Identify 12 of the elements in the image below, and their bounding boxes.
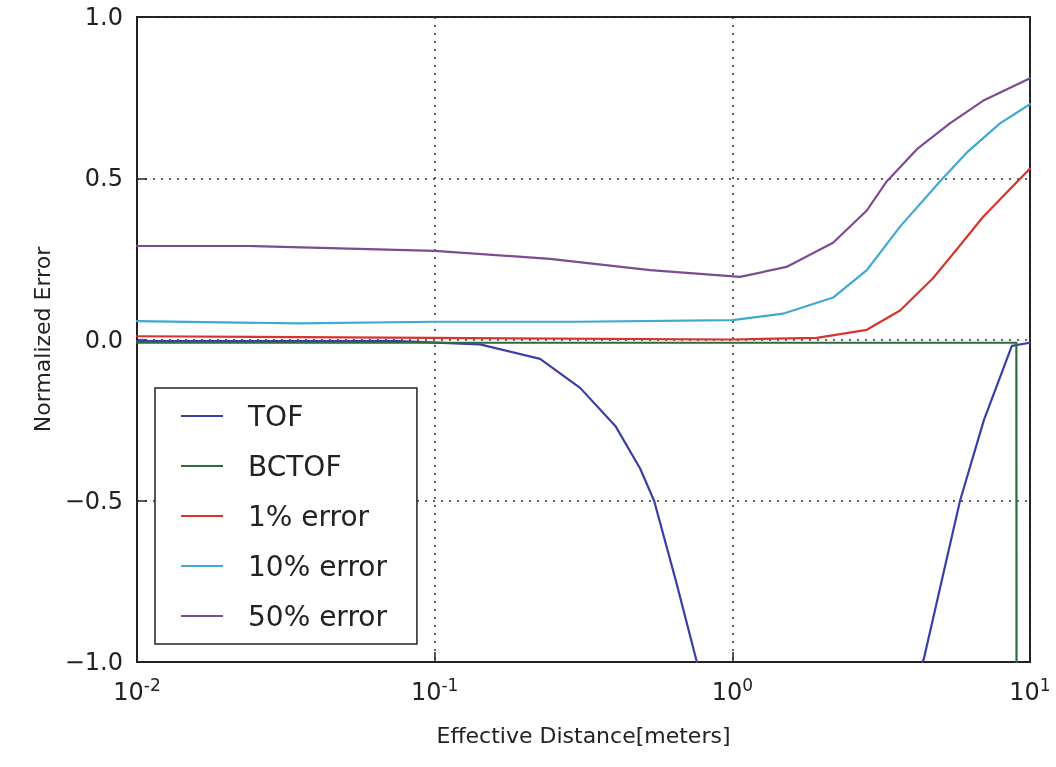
legend-label: BCTOF xyxy=(248,449,342,483)
y-tick-label: −0.5 xyxy=(64,486,123,515)
x-axis-title: Effective Distance[meters] xyxy=(436,722,731,748)
y-tick-label: 0.0 xyxy=(84,325,123,354)
y-tick-label: −1.0 xyxy=(64,648,123,676)
legend-label: TOF xyxy=(247,399,304,433)
legend-label: 10% error xyxy=(248,549,388,583)
y-axis-title: Normalized Error xyxy=(30,245,56,433)
legend-label: 1% error xyxy=(248,499,370,533)
y-tick-label: 1.0 xyxy=(84,3,123,31)
y-tick-label: 0.5 xyxy=(84,164,123,193)
legend-label: 50% error xyxy=(248,599,388,633)
